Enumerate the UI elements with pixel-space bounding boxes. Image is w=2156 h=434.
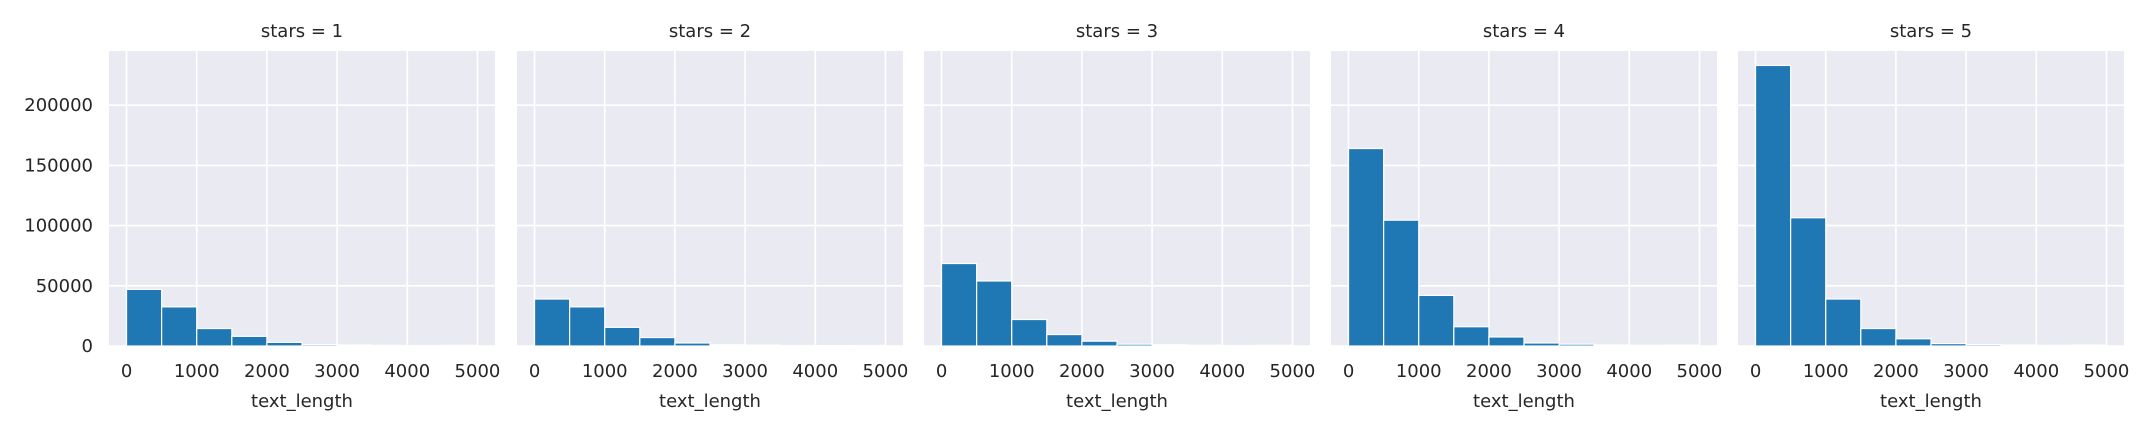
- histogram-bar: [744, 344, 781, 347]
- histogram-bar: [2070, 344, 2108, 347]
- histogram-bar: [1930, 342, 1967, 347]
- x-tick-label: 5000: [2084, 361, 2130, 382]
- x-axis-label: text_length: [1066, 391, 1168, 412]
- histogram-bar: [336, 344, 373, 347]
- x-tick-label: 0: [529, 361, 540, 382]
- x-tick-label: 4000: [792, 361, 838, 382]
- x-tick-label: 1000: [1396, 361, 1442, 382]
- histogram-bar: [161, 306, 198, 347]
- x-tick-label: 1000: [582, 361, 628, 382]
- x-tick-label: 5000: [1270, 361, 1316, 382]
- x-tick-label: 4000: [1199, 361, 1245, 382]
- y-tick-label: 100000: [24, 216, 93, 237]
- histogram-bar: [1256, 344, 1294, 347]
- histogram-bar: [1418, 294, 1455, 347]
- histogram-bar: [1523, 342, 1560, 347]
- histogram-bar: [1116, 343, 1153, 347]
- histogram-bar: [231, 335, 268, 347]
- histogram-bar: [1453, 326, 1490, 347]
- histogram-bar: [196, 327, 233, 347]
- facet-title: stars = 5: [1890, 21, 1972, 42]
- histogram-bar: [1593, 344, 1630, 347]
- facet-panel-4: stars = 4 0 1000 2000 3000 4000 5000 text_lengt…: [1331, 21, 1722, 412]
- x-tick-label: 0: [1750, 361, 1761, 382]
- x-tick-label: 0: [1343, 361, 1354, 382]
- facet-title: stars = 3: [1076, 21, 1158, 42]
- histogram-bar: [1383, 219, 1420, 347]
- x-tick-label: 3000: [314, 361, 360, 382]
- facet-panel-1: stars = 1 0 1000 2000 3000 4000 5000 text_lengt…: [24, 21, 500, 412]
- facet-title: stars = 2: [669, 21, 751, 42]
- histogram-bar: [441, 344, 479, 347]
- x-tick-label: 2000: [1873, 361, 1919, 382]
- histogram-bar: [569, 306, 606, 347]
- x-tick-label: 1000: [1803, 361, 1849, 382]
- x-tick-label: 2000: [1059, 361, 1105, 382]
- histogram-bar: [1081, 340, 1118, 347]
- histogram-bar: [1895, 338, 1932, 347]
- histogram-bar: [2000, 344, 2037, 347]
- x-axis-label: text_length: [251, 391, 353, 412]
- y-tick-label: 150000: [24, 155, 93, 176]
- x-tick-label: 5000: [1677, 361, 1723, 382]
- facet-title: stars = 4: [1483, 21, 1565, 42]
- x-axis-label: text_length: [659, 391, 761, 412]
- x-tick-label: 5000: [863, 361, 909, 382]
- x-tick-label: 0: [936, 361, 947, 382]
- x-tick-label: 3000: [1536, 361, 1582, 382]
- x-tick-label: 2000: [1466, 361, 1512, 382]
- x-tick-label: 3000: [722, 361, 768, 382]
- x-tick-label: 4000: [2013, 361, 2059, 382]
- histogram-bar: [1347, 147, 1385, 347]
- facet-panels: stars = 1 0 1000 2000 3000 4000 5000 text_lengt…: [24, 21, 2129, 412]
- facet-panel-5: stars = 5 0 1000 2000 3000 4000 5000 text_lengt…: [1738, 21, 2129, 412]
- histogram-bar: [125, 288, 163, 347]
- histogram-bar: [1151, 344, 1188, 347]
- histogram-bar: [2035, 344, 2072, 347]
- x-tick-label: 4000: [384, 361, 430, 382]
- x-tick-label: 1000: [989, 361, 1035, 382]
- y-tick-label: 50000: [36, 276, 93, 297]
- histogram-bar: [1790, 217, 1827, 347]
- histogram-bar: [1558, 343, 1595, 347]
- facet-panel-3: stars = 3 0 1000 2000 3000 4000 5000 text_lengt…: [924, 21, 1315, 412]
- x-axis-label: text_length: [1473, 391, 1575, 412]
- histogram-bar: [940, 262, 978, 347]
- histogram-bar: [1186, 344, 1223, 347]
- x-tick-label: 1000: [174, 361, 220, 382]
- plot-background: [517, 51, 903, 346]
- histogram-bar: [1488, 336, 1525, 347]
- x-tick-label: 5000: [455, 361, 501, 382]
- y-tick-label: 200000: [24, 95, 93, 116]
- histogram-bar: [371, 344, 408, 347]
- histogram-bar: [674, 342, 711, 347]
- histogram-bar: [709, 344, 746, 347]
- histogram-bar: [1965, 343, 2002, 347]
- facet-title: stars = 1: [261, 21, 343, 42]
- histogram-bar: [266, 341, 303, 347]
- x-tick-label: 2000: [244, 361, 290, 382]
- histogram-bar: [639, 336, 676, 347]
- x-tick-label: 3000: [1129, 361, 1175, 382]
- histogram-bar: [976, 280, 1013, 347]
- histogram-bar: [1663, 344, 1701, 347]
- histogram-bar: [1628, 344, 1665, 347]
- histogram-bar: [1754, 64, 1792, 347]
- x-axis-label: text_length: [1880, 391, 1982, 412]
- histogram-bar: [1046, 333, 1083, 347]
- x-tick-label: 0: [121, 361, 132, 382]
- x-tick-label: 4000: [1606, 361, 1652, 382]
- histogram-bar: [1825, 298, 1862, 347]
- histogram-bar: [1860, 327, 1897, 347]
- x-tick-label: 3000: [1943, 361, 1989, 382]
- plot-background: [109, 51, 495, 346]
- histogram-bar: [604, 326, 641, 347]
- facet-panel-2: stars = 2 0 1000 2000 3000 4000 5000 text_lengt…: [517, 21, 908, 412]
- y-tick-label: 0: [82, 336, 93, 357]
- histogram-bar: [533, 298, 571, 347]
- x-tick-label: 2000: [652, 361, 698, 382]
- histogram-bar: [1011, 318, 1048, 347]
- histogram-bar: [301, 343, 338, 347]
